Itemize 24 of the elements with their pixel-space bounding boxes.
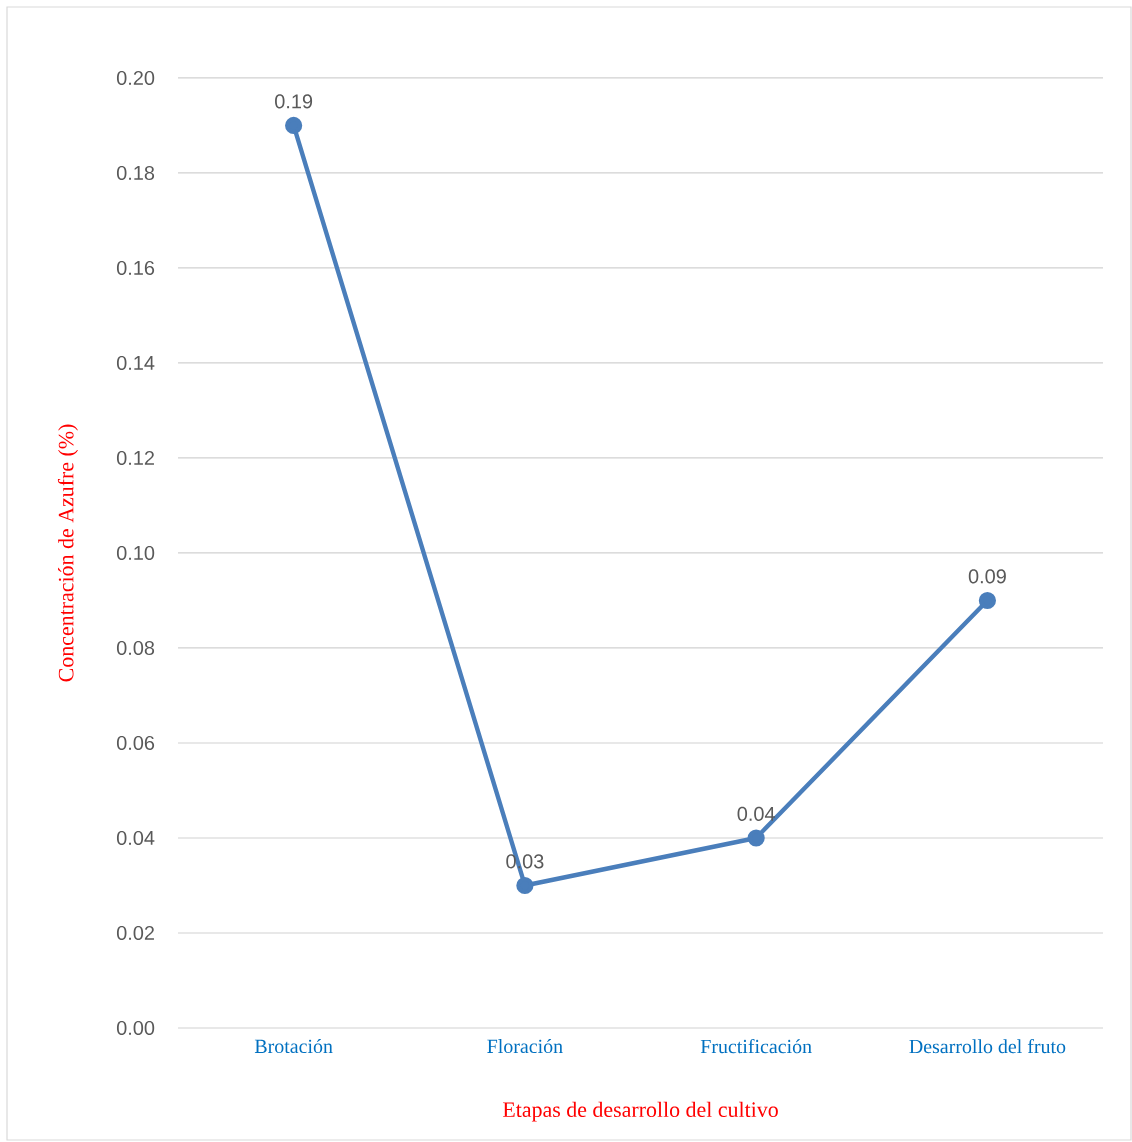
x-tick-label: Floración (487, 1039, 563, 1054)
y-axis-title: Concentración de Azufre (%) (57, 424, 78, 682)
x-tick-label: Fructificación (700, 1039, 812, 1054)
y-tick-label: 0.20 (116, 70, 155, 86)
x-tick-label: Brotación (254, 1039, 333, 1054)
y-tick-label: 0.14 (116, 355, 155, 371)
y-tick-label: 0.06 (116, 735, 155, 751)
y-tick-label: 0.12 (116, 450, 154, 466)
data-label: 0.09 (968, 569, 1006, 584)
data-label: 0.04 (737, 806, 775, 821)
data-label: 0.19 (275, 94, 313, 109)
point (978, 591, 996, 610)
y-tick-label: 0.00 (116, 1020, 155, 1036)
point (285, 116, 303, 135)
y-tick-label: 0.08 (116, 640, 155, 656)
x-tick-label: Desarrollo del fruto (909, 1039, 1066, 1054)
y-tick-label: 0.16 (116, 260, 155, 276)
y-tick-label: 0.18 (116, 165, 155, 181)
point (516, 876, 534, 895)
x-axis-title: Etapas de desarrollo del cultivo (502, 1101, 778, 1122)
y-tick-label: 0.04 (116, 830, 155, 846)
y-tick-label: 0.10 (116, 545, 155, 561)
point (747, 829, 765, 847)
y-tick-label: 0.02 (116, 925, 154, 941)
